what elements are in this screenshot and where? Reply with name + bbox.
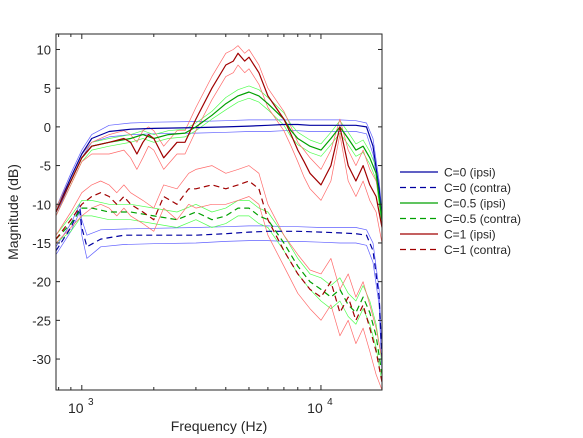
legend-item-c-0-5-contra: C=0.5 (contra) bbox=[400, 212, 521, 226]
y-tick-label: 0 bbox=[44, 120, 51, 135]
series-c-1-contra-mean-line-15 bbox=[56, 180, 382, 383]
x-tick-exponent: 3 bbox=[88, 397, 94, 408]
series-c-0-contra-band-line-4 bbox=[56, 203, 382, 352]
y-tick-label: 10 bbox=[37, 42, 51, 57]
series-c-0-5-ipsi-band-line-8 bbox=[56, 97, 382, 228]
series-c-1-ipsi-mean-line-12 bbox=[56, 52, 382, 228]
legend-item-c-1-contra: C=1 (contra) bbox=[400, 243, 511, 257]
x-tick-exponent: 4 bbox=[327, 397, 333, 408]
legend: C=0 (ipsi)C=0 (contra) C=0.5 (ipsi)C=0.5 … bbox=[400, 166, 521, 257]
series-c-0-5-contra-band-line-11 bbox=[56, 215, 382, 383]
legend-label: C=1 (ipsi) bbox=[444, 228, 496, 242]
x-tick-label: 10 bbox=[68, 400, 84, 416]
tick-layer: 10 5 0 -5 -10 -15 -20 -25 -30 10 3 10 4 bbox=[32, 34, 382, 416]
legend-item-c-1-ipsi: C=1 (ipsi) bbox=[400, 228, 496, 242]
legend-item-c-0-ipsi: C=0 (ipsi) bbox=[400, 166, 496, 180]
series-c-0-ipsi-mean-line-0 bbox=[56, 123, 382, 220]
series-c-0-contra-mean-line-3 bbox=[56, 207, 382, 360]
plot-area bbox=[56, 34, 382, 390]
series-c-0-5-ipsi-band-line-7 bbox=[56, 85, 382, 213]
legend-item-c-0-contra: C=0 (contra) bbox=[400, 181, 511, 195]
series-c-1-ipsi-band-line-13 bbox=[56, 45, 382, 213]
y-tick-label: -20 bbox=[32, 275, 51, 290]
axes-box bbox=[55, 33, 383, 391]
legend-label: C=0 (ipsi) bbox=[444, 166, 496, 180]
series-c-0-5-contra-mean-line-9 bbox=[56, 207, 382, 375]
y-tick-label: -30 bbox=[32, 352, 51, 367]
legend-label: C=0 (contra) bbox=[444, 181, 511, 195]
series-c-0-contra-band-line-5 bbox=[56, 211, 382, 375]
series-c-0-ipsi-band-line-1 bbox=[56, 119, 382, 213]
y-tick-label: -5 bbox=[39, 159, 51, 174]
x-tick-label: 10 bbox=[307, 400, 323, 416]
y-tick-label: -25 bbox=[32, 313, 51, 328]
y-tick-label: 5 bbox=[44, 81, 51, 96]
legend-item-c-0-5-ipsi: C=0.5 (ipsi) bbox=[400, 197, 506, 211]
y-tick-label: -10 bbox=[32, 197, 51, 212]
series-c-1-ipsi-band-line-14 bbox=[56, 64, 382, 244]
series-layer bbox=[56, 45, 382, 390]
series-c-1-contra-band-line-17 bbox=[56, 196, 382, 390]
series-c-0-ipsi-band-line-2 bbox=[56, 130, 382, 228]
series-c-1-contra-band-line-16 bbox=[56, 165, 382, 360]
x-axis-label: Frequency (Hz) bbox=[171, 418, 267, 434]
legend-label: C=1 (contra) bbox=[444, 243, 511, 257]
legend-label: C=0.5 (contra) bbox=[444, 212, 521, 226]
series-c-0-5-ipsi-mean-line-6 bbox=[56, 91, 382, 220]
legend-label: C=0.5 (ipsi) bbox=[444, 197, 506, 211]
y-axis-label: Magnitude (dB) bbox=[5, 164, 21, 260]
y-tick-label: -15 bbox=[32, 236, 51, 251]
